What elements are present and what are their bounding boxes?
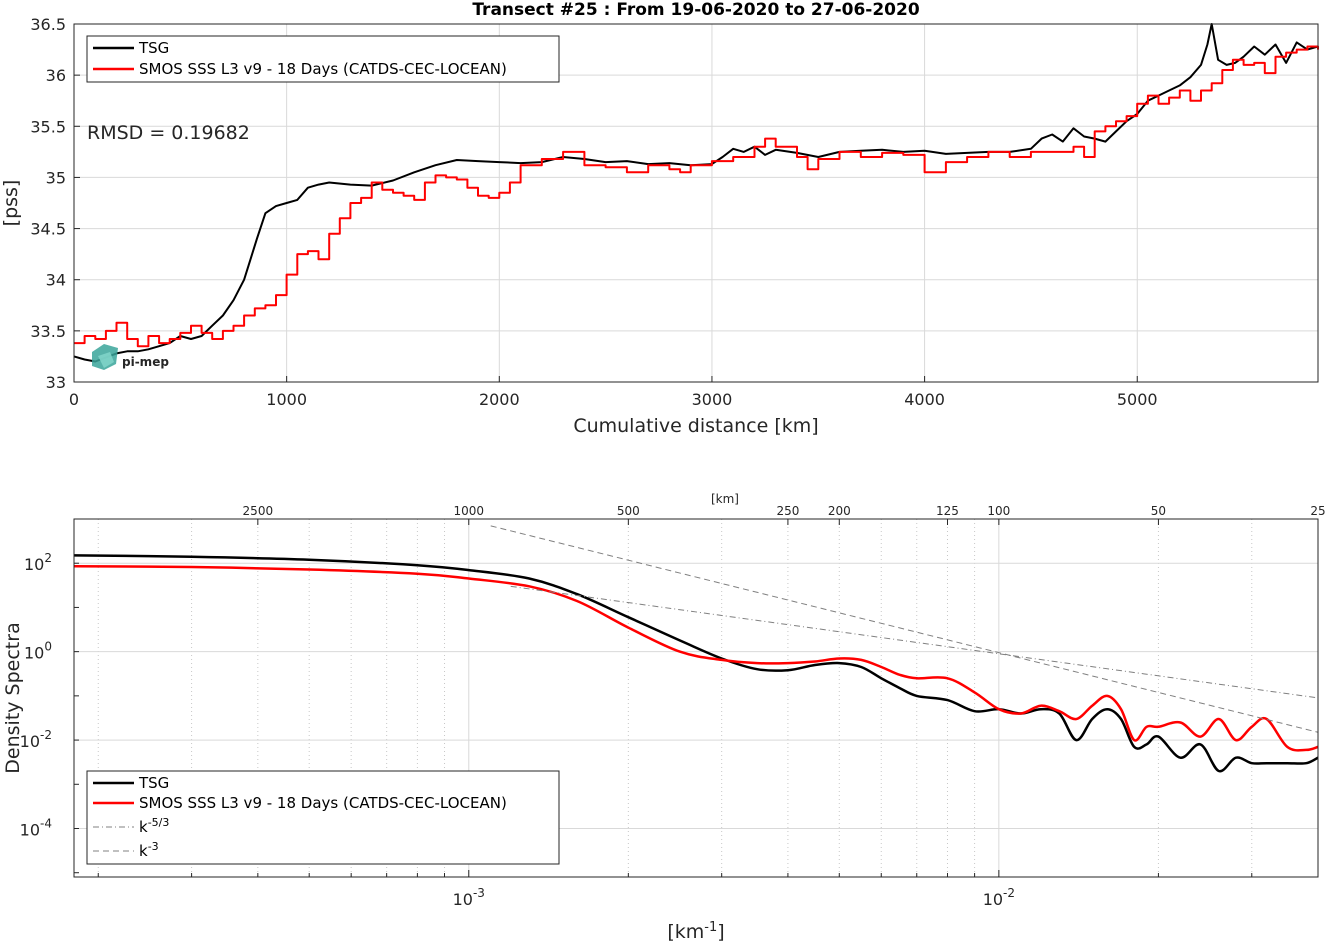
smos-spectrum-line <box>74 565 1318 752</box>
top-x-tick-label: 0 <box>69 390 79 409</box>
top-km-tick-label: 500 <box>617 504 640 518</box>
bottom-y-tick-label: 100 <box>24 640 52 663</box>
top-x-tick-label: 2000 <box>479 390 520 409</box>
legend-label-tsg: TSG <box>138 39 169 57</box>
bottom-legend: TSG SMOS SSS L3 v9 - 18 Days (CATDS-CEC-… <box>86 770 560 865</box>
legend-label-tsg-spectrum: TSG <box>138 774 169 792</box>
density-spectra-panel: 10-3 10-2 10-4 10-2 100 102 2500 1000 500 250 200 1… <box>2 492 1326 942</box>
tsg-salinity-line <box>73 23 1319 363</box>
bottom-x-axis-label: [km-1] <box>667 920 724 942</box>
top-y-tick-label: 34 <box>46 271 66 290</box>
bottom-y-tick-label: 10-2 <box>20 728 52 751</box>
top-x-axis-label: Cumulative distance [km] <box>573 415 818 437</box>
top-y-tick-label: 33 <box>46 373 66 392</box>
top-axis-unit-label: [km] <box>711 492 739 506</box>
top-x-tick-label: 5000 <box>1117 390 1158 409</box>
top-legend-box <box>86 35 560 83</box>
smos-salinity-line <box>74 45 1319 348</box>
top-km-tick-label: 2500 <box>243 504 274 518</box>
bottom-y-tick-label: 10-4 <box>20 817 52 840</box>
top-y-axis-label: [pss] <box>0 180 22 227</box>
top-km-tick-label: 100 <box>987 504 1010 518</box>
top-x-tick-label: 3000 <box>692 390 733 409</box>
tsg-spectrum-line <box>74 554 1318 773</box>
top-y-tick-label: 35 <box>46 168 66 187</box>
top-km-tick-label: 200 <box>828 504 851 518</box>
bottom-legend-box <box>86 770 560 865</box>
top-km-tick-label: 1000 <box>453 504 484 518</box>
top-plot-frame <box>73 23 1319 383</box>
top-x-tick-label: 1000 <box>266 390 307 409</box>
bottom-y-axis-label: Density Spectra <box>2 622 24 773</box>
top-legend: TSG SMOS SSS L3 v9 - 18 Days (CATDS-CEC-… <box>86 35 560 83</box>
top-y-tick-label: 33.5 <box>30 322 66 341</box>
bottom-plot-frame <box>73 518 1319 878</box>
top-y-tick-label: 36.5 <box>30 15 66 34</box>
top-km-tick-label: 250 <box>776 504 799 518</box>
k53-reference-line <box>510 585 1318 699</box>
top-km-tick-label: 125 <box>936 504 959 518</box>
legend-label-smos: SMOS SSS L3 v9 - 18 Days (CATDS-CEC-LOCE… <box>139 60 507 78</box>
top-km-tick-label: 25 <box>1310 504 1325 518</box>
top-y-tick-label: 36 <box>46 66 66 85</box>
legend-label-smos-spectrum: SMOS SSS L3 v9 - 18 Days (CATDS-CEC-LOCE… <box>139 794 507 812</box>
rmsd-annotation: RMSD = 0.19682 <box>87 122 250 144</box>
watermark-text: pi-mep <box>122 355 169 369</box>
top-x-tick-label: 4000 <box>904 390 945 409</box>
bottom-x-tick-label: 10-3 <box>453 886 485 909</box>
k3-reference-line <box>490 525 1318 733</box>
pi-mep-logo: pi-mep <box>92 344 169 370</box>
bottom-x-tick-label: 10-2 <box>983 886 1015 909</box>
bottom-y-tick-label: 102 <box>24 551 52 574</box>
salinity-transect-panel: Transect #25 : From 19-06-2020 to 27-06-… <box>0 0 1319 437</box>
top-y-tick-label: 35.5 <box>30 117 66 136</box>
top-y-tick-label: 34.5 <box>30 220 66 239</box>
top-km-tick-label: 50 <box>1151 504 1166 518</box>
chart-title: Transect #25 : From 19-06-2020 to 27-06-… <box>472 0 920 20</box>
